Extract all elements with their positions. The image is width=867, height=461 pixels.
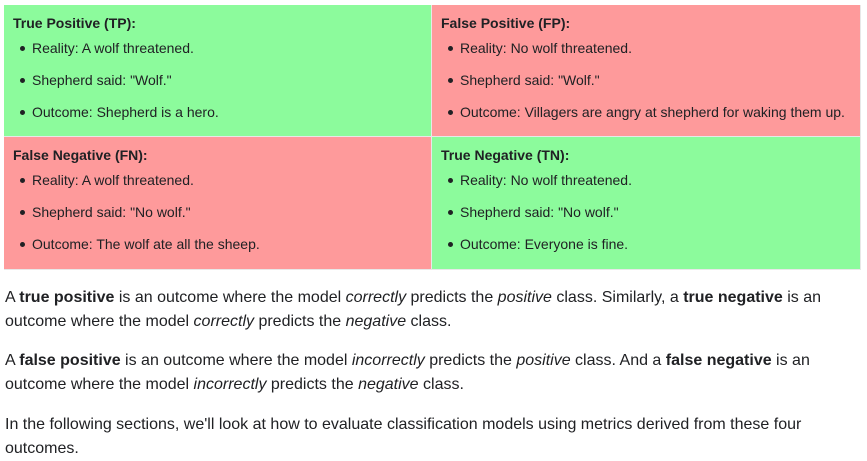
cell-title-true-negative: True Negative (TN): xyxy=(441,147,570,163)
list-item: Outcome: Everyone is fine. xyxy=(441,235,852,253)
bullet-icon xyxy=(448,78,453,83)
bullet-icon xyxy=(448,242,453,247)
text-span: class. Similarly, a xyxy=(551,289,684,306)
bullet-icon xyxy=(448,178,453,183)
list-item: Reality: No wolf threatened. xyxy=(441,171,852,189)
list-item-text: Outcome: Shepherd is a hero. xyxy=(32,104,219,120)
cell-title-false-positive: False Positive (FP): xyxy=(441,15,571,31)
list-item: Reality: No wolf threatened. xyxy=(441,39,852,57)
cell-true-negative: True Negative (TN): Reality: No wolf thr… xyxy=(432,137,861,270)
term-false-negative: false negative xyxy=(665,352,772,369)
list-item-text: Reality: No wolf threatened. xyxy=(460,40,632,56)
emphasis-text: incorrectly xyxy=(193,376,267,393)
paragraph-true-outcomes: A true positive is an outcome where the … xyxy=(5,286,825,334)
paragraph-following-sections: In the following sections, we'll look at… xyxy=(5,416,802,457)
text-span: predicts the xyxy=(254,313,346,330)
bullet-icon xyxy=(448,210,453,215)
text-span: is an outcome where the model xyxy=(114,289,346,306)
text-span: is an outcome where the model xyxy=(5,289,822,330)
list-item: Outcome: Villagers are angry at shepherd… xyxy=(441,103,852,121)
bullet-icon xyxy=(20,110,25,115)
bullet-icon xyxy=(20,178,25,183)
list-item-text: Shepherd said: "Wolf." xyxy=(460,72,600,88)
cell-title-false-negative: False Negative (FN): xyxy=(13,147,148,163)
list-item-text: Outcome: Everyone is fine. xyxy=(460,236,629,252)
cell-false-positive: False Positive (FP): Reality: No wolf th… xyxy=(432,5,861,137)
bullet-icon xyxy=(448,110,453,115)
list-item-text: Reality: A wolf threatened. xyxy=(32,40,194,56)
list-item-text: Outcome: The wolf ate all the sheep. xyxy=(32,236,260,252)
text-span: is an outcome where the model xyxy=(5,352,810,393)
confusion-matrix: True Positive (TP): Reality: A wolf thre… xyxy=(4,5,861,270)
emphasis-text: correctly xyxy=(345,289,407,306)
list-item-text: Shepherd said: "No wolf." xyxy=(460,204,619,220)
cell-list-false-positive: Reality: No wolf threatened. Shepherd sa… xyxy=(441,39,852,121)
list-item-text: Shepherd said: "Wolf." xyxy=(32,72,172,88)
cell-list-true-negative: Reality: No wolf threatened. Shepherd sa… xyxy=(441,171,852,253)
bullet-icon xyxy=(20,210,25,215)
text-span: class. xyxy=(406,313,452,330)
text-span: predicts the xyxy=(266,376,359,393)
list-item: Shepherd said: "Wolf." xyxy=(441,71,852,89)
text-span: predicts the xyxy=(406,289,498,306)
list-item-text: Reality: A wolf threatened. xyxy=(32,172,194,188)
cell-false-negative: False Negative (FN): Reality: A wolf thr… xyxy=(4,137,432,270)
bullet-icon xyxy=(448,46,453,51)
emphasis-text: positive xyxy=(516,352,571,369)
bullet-icon xyxy=(20,242,25,247)
cell-title-true-positive: True Positive (TP): xyxy=(13,15,136,31)
paragraph-false-outcomes: A false positive is an outcome where the… xyxy=(5,349,825,397)
emphasis-text: negative xyxy=(345,313,407,330)
bullet-icon xyxy=(20,46,25,51)
cell-true-positive: True Positive (TP): Reality: A wolf thre… xyxy=(4,5,432,137)
bullet-icon xyxy=(20,78,25,83)
text-span: A xyxy=(5,352,20,369)
text-span: class. And a xyxy=(570,352,666,369)
text-span: class. xyxy=(418,376,464,393)
emphasis-text: correctly xyxy=(193,313,254,330)
list-item-text: Shepherd said: "No wolf." xyxy=(32,204,191,220)
text-span: predicts the xyxy=(424,352,517,369)
list-item: Reality: A wolf threatened. xyxy=(13,171,423,189)
emphasis-text: incorrectly xyxy=(351,352,425,369)
list-item: Outcome: The wolf ate all the sheep. xyxy=(13,235,423,253)
list-item: Reality: A wolf threatened. xyxy=(13,39,423,57)
list-item: Shepherd said: "Wolf." xyxy=(13,71,423,89)
text-span: is an outcome where the model xyxy=(120,352,352,369)
term-true-positive: true positive xyxy=(19,289,115,306)
text-span: A xyxy=(5,289,20,306)
cell-list-true-positive: Reality: A wolf threatened. Shepherd sai… xyxy=(13,39,423,121)
cell-list-false-negative: Reality: A wolf threatened. Shepherd sai… xyxy=(13,171,423,253)
emphasis-text: negative xyxy=(358,376,419,393)
term-true-negative: true negative xyxy=(683,289,783,306)
list-item-text: Outcome: Villagers are angry at shepherd… xyxy=(460,104,845,120)
list-item: Shepherd said: "No wolf." xyxy=(13,203,423,221)
list-item: Outcome: Shepherd is a hero. xyxy=(13,103,423,121)
list-item-text: Reality: No wolf threatened. xyxy=(460,172,632,188)
emphasis-text: positive xyxy=(497,289,552,306)
term-false-positive: false positive xyxy=(19,352,121,369)
list-item: Shepherd said: "No wolf." xyxy=(441,203,852,221)
